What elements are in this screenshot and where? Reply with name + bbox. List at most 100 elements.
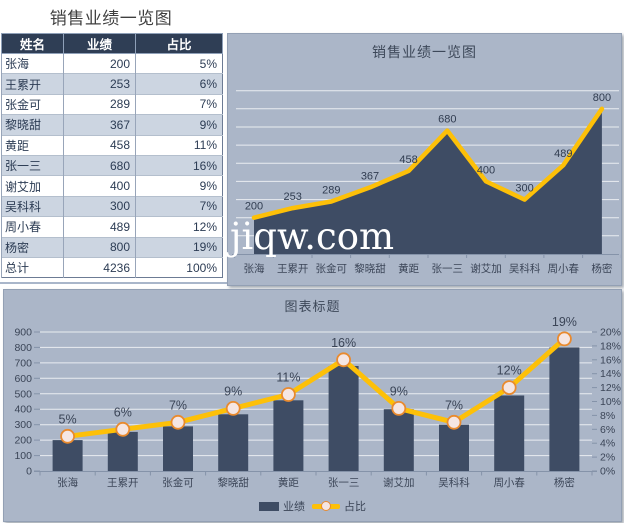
data-label: 7% (169, 398, 187, 412)
cell-value[interactable]: 680 (63, 154, 136, 176)
area-chart[interactable]: 200 253 289 367 458 680 400 300 489 800 张海 王累开 张金可 黎晓… (227, 33, 622, 286)
category-label: 张海 (244, 262, 265, 275)
line-marker[interactable] (557, 331, 572, 347)
cell-pct[interactable]: 16% (135, 154, 223, 176)
cell-value[interactable]: 289 (63, 93, 136, 115)
sales-table: 姓名 业绩 占比 张海 200 5% 王累开 253 6% 张金可 289 7% 黎晓甜 367 9%… (1, 33, 223, 279)
category-label: 谢艾加 (383, 476, 415, 489)
cell-value[interactable]: 4236 (63, 256, 136, 278)
cell-name[interactable]: 张海 (1, 52, 64, 74)
cell-name[interactable]: 周小春 (1, 216, 64, 238)
bar[interactable] (52, 440, 83, 471)
chart-legend: 业绩 占比 (4, 498, 621, 514)
cell-pct[interactable]: 7% (135, 93, 223, 115)
table-row: 张金可 289 7% (1, 93, 223, 115)
cell-value[interactable]: 458 (63, 134, 136, 156)
axis-tick-label: 18% (600, 340, 621, 352)
cell-value[interactable]: 300 (63, 195, 136, 217)
category-label: 张金可 (316, 262, 348, 275)
cell-name[interactable]: 吴科科 (1, 195, 64, 217)
data-label: 289 (322, 185, 340, 197)
axis-tick-label: 14% (600, 368, 621, 380)
cell-pct[interactable]: 9% (135, 114, 223, 136)
line-series[interactable] (65, 336, 567, 439)
area-series-fill[interactable] (254, 108, 602, 254)
cell-pct[interactable]: 11% (135, 134, 223, 156)
cell-value[interactable]: 367 (63, 114, 136, 136)
cell-name[interactable]: 张一三 (1, 154, 64, 176)
table-row: 谢艾加 400 9% (1, 175, 223, 197)
table-row: 黎晓甜 367 9% (1, 114, 223, 136)
combo-chart-plot: 0 100 200 300 400 500 600 700 800 900 0% 2% 4% 6% 8% 10… (14, 315, 621, 489)
data-label: 9% (390, 384, 408, 398)
line-marker[interactable] (280, 387, 296, 402)
line-marker[interactable] (170, 414, 186, 430)
cell-pct[interactable]: 6% (135, 73, 223, 95)
cell-value[interactable]: 489 (63, 216, 136, 238)
bar[interactable] (163, 426, 193, 471)
axis-tick-label: 700 (14, 357, 32, 369)
cell-name[interactable]: 黎晓甜 (1, 114, 64, 136)
bar[interactable] (494, 395, 525, 472)
bar[interactable] (328, 366, 359, 471)
line-marker[interactable] (391, 401, 407, 416)
cell-pct[interactable]: 7% (135, 195, 223, 217)
category-label: 谢艾加 (470, 262, 502, 275)
data-label: 680 (438, 114, 456, 126)
category-label: 杨密 (591, 262, 612, 275)
cell-name[interactable]: 黄距 (1, 134, 64, 156)
cell-value[interactable]: 400 (63, 175, 136, 197)
cell-pct[interactable]: 19% (135, 236, 223, 258)
x-axis-ticks (39, 471, 593, 476)
column-header-name[interactable]: 姓名 (1, 33, 64, 54)
column-header-value[interactable]: 业绩 (63, 33, 136, 54)
axis-tick-label: 400 (14, 404, 32, 416)
cell-name[interactable]: 王累开 (1, 73, 64, 95)
cell-value[interactable]: 253 (63, 73, 136, 95)
bar[interactable] (439, 424, 469, 471)
line-marker[interactable] (225, 401, 241, 416)
bar[interactable] (218, 414, 249, 471)
line-marker[interactable] (115, 421, 131, 437)
cell-name[interactable]: 谢艾加 (1, 175, 64, 197)
combo-x-labels: 张海 王累开 张金可 黎晓甜 黄距 张一三 谢艾加 吴科科 周小春 杨密 (57, 476, 575, 489)
cell-pct[interactable]: 5% (135, 52, 223, 74)
line-marker[interactable] (60, 428, 75, 444)
data-label: 6% (114, 405, 132, 419)
line-marker[interactable] (336, 352, 352, 368)
axis-tick-label: 0 (26, 466, 32, 478)
cell-pct[interactable]: 100% (135, 256, 223, 278)
category-label: 吴科科 (509, 262, 541, 275)
x-axis-ticks (234, 254, 621, 258)
bar[interactable] (549, 347, 580, 471)
cell-name[interactable]: 张金可 (1, 93, 64, 115)
axis-tick-label: 10% (600, 396, 621, 408)
combo-chart[interactable]: 0 100 200 300 400 500 600 700 800 900 0% 2% 4% 6% 8% 10… (3, 289, 622, 522)
bar[interactable] (383, 409, 414, 471)
table-row: 张一三 680 16% (1, 154, 223, 176)
bar[interactable] (107, 431, 138, 471)
cell-name[interactable]: 总计 (1, 256, 64, 278)
axis-tick-label: 2% (600, 452, 615, 464)
cell-value[interactable]: 200 (63, 52, 136, 74)
area-series-line[interactable] (251, 106, 605, 220)
column-header-pct[interactable]: 占比 (135, 33, 223, 54)
data-label: 489 (554, 148, 572, 160)
table-row: 杨密 800 19% (1, 236, 223, 258)
legend-item[interactable]: 业绩 (259, 498, 305, 514)
category-label: 周小春 (493, 477, 525, 489)
bar[interactable] (273, 400, 304, 471)
line-marker[interactable] (501, 380, 517, 395)
table-row: 张海 200 5% (1, 52, 223, 74)
cell-pct[interactable]: 12% (135, 216, 223, 238)
cell-pct[interactable]: 9% (135, 175, 223, 197)
category-label: 王累开 (107, 477, 139, 489)
cell-name[interactable]: 杨密 (1, 236, 64, 258)
axis-tick-label: 6% (600, 424, 615, 436)
data-label: 800 (593, 92, 611, 104)
line-marker[interactable] (446, 414, 462, 430)
axis-tick-label: 100 (14, 450, 32, 462)
watermark: jiqw.com (230, 215, 395, 258)
legend-item[interactable]: 占比 (312, 498, 366, 514)
cell-value[interactable]: 800 (63, 236, 136, 258)
